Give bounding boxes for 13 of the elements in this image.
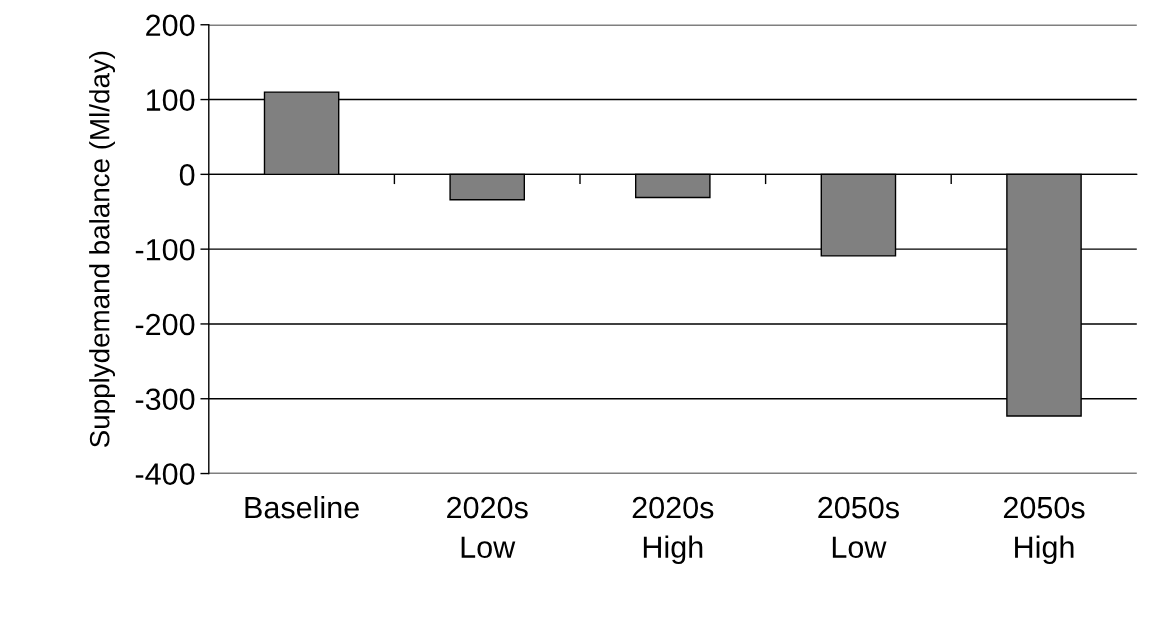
y-tick-label: 0 <box>179 164 195 186</box>
x-tick-label: 2050s Low <box>818 496 899 558</box>
x-tick-label: 2050s High <box>1003 496 1085 565</box>
y-tick-label: -400 <box>135 463 195 485</box>
y-tick-label: 200 <box>146 14 195 37</box>
x-tick-label: 2020s Low <box>447 496 528 558</box>
y-tick-label: -100 <box>135 238 195 261</box>
y-tick-label: -200 <box>135 313 195 336</box>
y-tick-label: -300 <box>135 388 195 411</box>
x-tick-label: Baseline <box>245 495 359 519</box>
x-tick-label: 2020s High <box>632 496 714 565</box>
y-tick-label: 100 <box>146 89 195 111</box>
y-axis-title: Supplydemand balance (Ml/day) <box>89 51 116 448</box>
